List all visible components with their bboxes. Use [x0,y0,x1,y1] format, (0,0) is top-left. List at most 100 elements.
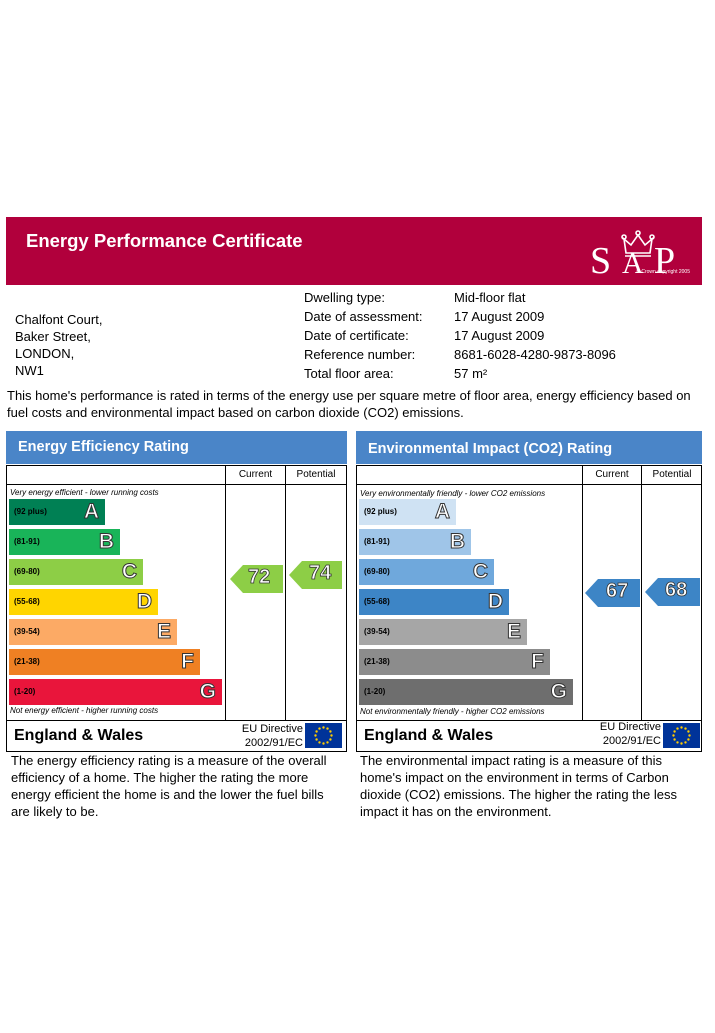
energy-current-rating: 72 [248,566,271,589]
environment-bottom-note: Not environmentally friendly - higher CO… [360,707,545,716]
detail-value-reference-number: 8681-6028-4280-9873-8096 [454,347,616,362]
band-letter: G [199,680,216,704]
band-letter: E [156,620,171,644]
rating-band-c: (69-80) C [359,559,494,585]
energy-description: The energy efficiency rating is a measur… [11,753,327,819]
rating-band-a: (92 plus) A [9,499,105,525]
band-range: (1-20) [14,687,36,696]
divider [225,465,226,720]
address-line-4: NW1 [15,363,44,378]
band-range: (92 plus) [14,507,47,516]
energy-potential-rating-arrow: 74 [289,561,342,589]
detail-label-assessment-date: Date of assessment: [304,309,423,324]
rating-band-b: (81-91) B [359,529,471,555]
band-letter: B [98,530,114,554]
eu-flag-icon [663,723,700,748]
rating-band-c: (69-80) C [9,559,143,585]
rating-band-g: (1-20) G [359,679,573,705]
divider [641,465,642,720]
energy-current-column-header: Current [238,469,273,480]
band-range: (21-38) [14,657,40,666]
rating-band-e: (39-54) E [9,619,177,645]
sap-copyright: © Crown copyright 2005 [636,269,690,275]
detail-value-dwelling-type: Mid-floor flat [454,290,526,305]
svg-text:P: P [654,240,675,282]
band-letter: C [121,560,137,584]
divider [6,720,347,721]
band-letter: A [434,500,450,524]
band-range: (21-38) [364,657,390,666]
band-range: (39-54) [364,627,390,636]
svg-text:A: A [622,247,644,280]
band-range: (81-91) [14,537,40,546]
band-range: (69-80) [364,567,390,576]
rating-band-g: (1-20) G [9,679,222,705]
certificate-header: Energy Performance Certificate S A P © C… [6,217,702,285]
band-range: (1-20) [364,687,386,696]
band-range: (81-91) [364,537,390,546]
band-letter: F [181,650,195,674]
band-letter: E [506,620,521,644]
environment-current-rating: 67 [606,580,629,603]
sap-logo: S A P [590,230,675,282]
band-range: (55-68) [14,597,40,606]
rating-band-e: (39-54) E [359,619,527,645]
energy-top-note: Very energy efficient - lower running co… [10,488,159,497]
detail-value-floor-area: 57 m² [454,366,488,381]
rating-band-b: (81-91) B [9,529,120,555]
divider [285,465,286,720]
svg-text:S: S [590,240,611,282]
environment-panel-header: Environmental Impact (CO2) Rating [356,431,702,464]
band-letter: F [531,650,545,674]
divider [356,720,702,721]
address-line-2: Baker Street, [15,329,91,344]
eu-flag-icon [305,723,342,748]
energy-panel-title: Energy Efficiency Rating [18,439,189,455]
detail-value-certificate-date: 17 August 2009 [454,328,545,343]
energy-eu-directive: EU Directive 2002/91/EC [236,722,303,750]
energy-region-label: England & Wales [14,727,144,744]
environment-potential-rating-arrow: 68 [645,578,700,606]
environment-region-label: England & Wales [364,727,494,744]
energy-current-rating-arrow: 72 [230,565,283,593]
detail-value-assessment-date: 17 August 2009 [454,309,545,324]
detail-label-floor-area: Total floor area: [304,366,394,381]
band-range: (55-68) [364,597,390,606]
divider [356,484,702,485]
detail-label-reference-number: Reference number: [304,347,416,362]
address-line-3: LONDON, [15,346,75,361]
band-range: (39-54) [14,627,40,636]
rating-band-f: (21-38) F [359,649,550,675]
energy-panel-header: Energy Efficiency Rating [6,431,347,464]
band-range: (92 plus) [364,507,397,516]
environment-potential-column-header: Potential [652,469,692,480]
energy-bottom-note: Not energy efficient - higher running co… [10,706,159,715]
band-letter: D [136,590,152,614]
eu-directive-line-1: EU Directive [599,721,661,733]
environment-panel-title: Environmental Impact (CO2) Rating [368,441,613,457]
environment-description: The environmental impact rating is a mea… [360,753,677,819]
energy-potential-column-header: Potential [296,469,336,480]
eu-directive-line-1: EU Directive [241,723,303,735]
detail-label-dwelling-type: Dwelling type: [304,290,385,305]
detail-label-certificate-date: Date of certificate: [304,328,409,343]
band-letter: D [487,590,503,614]
band-range: (69-80) [14,567,40,576]
band-letter: A [83,500,99,524]
address-line-1: Chalfont Court, [15,312,103,327]
eu-directive-line-2: 2002/91/EC [244,737,303,749]
band-letter: C [472,560,488,584]
environment-top-note: Very environmentally friendly - lower CO… [360,489,546,498]
environment-current-rating-arrow: 67 [585,579,640,607]
rating-band-a: (92 plus) A [359,499,456,525]
eu-directive-line-2: 2002/91/EC [602,735,661,747]
intro-text: This home's performance is rated in term… [7,388,691,420]
certificate-title: Energy Performance Certificate [26,230,303,251]
band-letter: G [550,680,567,704]
rating-band-d: (55-68) D [9,589,158,615]
environment-potential-rating: 68 [665,579,688,602]
rating-band-f: (21-38) F [9,649,200,675]
energy-potential-rating: 74 [309,562,332,585]
environment-eu-directive: EU Directive 2002/91/EC [594,720,661,748]
environment-current-column-header: Current [595,469,629,480]
